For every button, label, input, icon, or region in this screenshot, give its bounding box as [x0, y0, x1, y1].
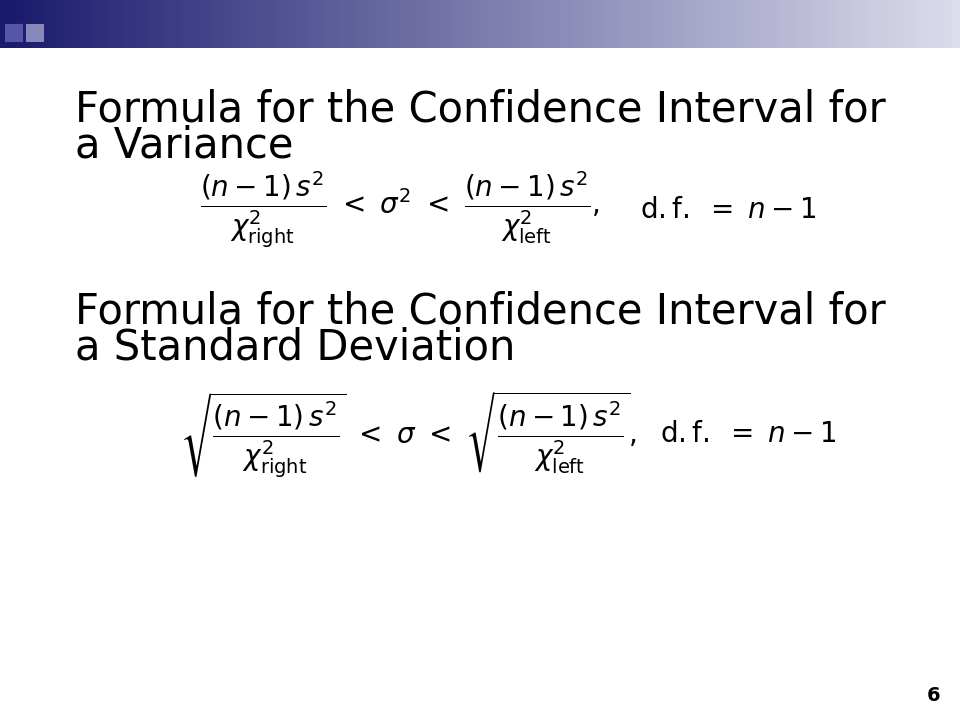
Text: 6: 6	[926, 686, 940, 705]
Text: $\sqrt{\dfrac{(n-1)\,s^2}{\chi^2_{\mathrm{right}}}}\ <\ \sigma\ <\ \sqrt{\dfrac{: $\sqrt{\dfrac{(n-1)\,s^2}{\chi^2_{\mathr…	[180, 390, 636, 480]
Text: Formula for the Confidence Interval for: Formula for the Confidence Interval for	[75, 290, 886, 332]
Bar	[5, 24, 23, 42]
Bar	[5, 2, 23, 20]
Text: a Standard Deviation: a Standard Deviation	[75, 327, 516, 369]
Bar	[26, 24, 44, 42]
Text: $\mathrm{d.f.}\ =\ n-1$: $\mathrm{d.f.}\ =\ n-1$	[640, 197, 817, 223]
Text: Formula for the Confidence Interval for: Formula for the Confidence Interval for	[75, 88, 886, 130]
Text: $\dfrac{(n-1)\,s^2}{\chi^2_{\mathrm{right}}}\ <\ \sigma^2\ <\ \dfrac{(n-1)\,s^2}: $\dfrac{(n-1)\,s^2}{\chi^2_{\mathrm{righ…	[200, 170, 600, 250]
Text: a Variance: a Variance	[75, 125, 294, 167]
Text: $\mathrm{d.f.}\ =\ n-1$: $\mathrm{d.f.}\ =\ n-1$	[660, 421, 836, 449]
